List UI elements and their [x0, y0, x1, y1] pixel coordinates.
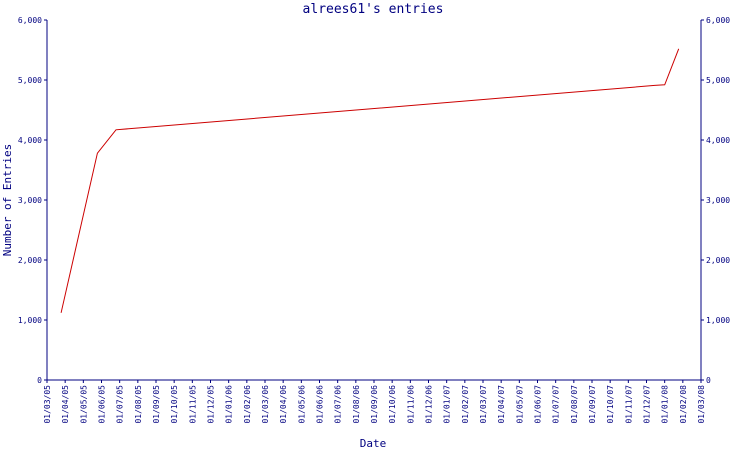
- x-tick-label: 01/07/07: [552, 385, 561, 424]
- y-tick-label-right: 1,000: [706, 316, 730, 325]
- axes: 0 0 1,000 1,000 2,000 2,000 3,000 3,000 4,000 4,0…: [18, 16, 730, 424]
- y-tick-label-left: 0: [37, 376, 42, 385]
- x-tick-label: 01/06/06: [316, 385, 325, 424]
- y-tick-label-left: 2,000: [18, 256, 42, 265]
- y-tick-label-right: 4,000: [706, 136, 730, 145]
- series-line: [60, 48, 680, 313]
- x-tick-label: 01/11/07: [624, 385, 633, 424]
- y-tick-label-left: 1,000: [18, 316, 42, 325]
- x-tick-label: 01/03/05: [43, 385, 52, 424]
- x-tick-label: 01/05/05: [79, 385, 88, 424]
- x-tick-label: 01/07/05: [116, 385, 125, 424]
- x-axis-label: Date: [360, 437, 387, 450]
- x-tick-label: 01/09/06: [370, 385, 379, 424]
- y-tick-label-left: 6,000: [18, 16, 42, 25]
- x-tick-label: 01/09/07: [588, 385, 597, 424]
- x-tick-label: 01/06/05: [98, 385, 107, 424]
- y-tick-label-right: 3,000: [706, 196, 730, 205]
- x-tick-label: 01/08/06: [352, 385, 361, 424]
- y-tick-label-left: 5,000: [18, 76, 42, 85]
- x-tick-label: 01/11/06: [406, 385, 415, 424]
- x-tick-label: 01/09/05: [152, 385, 161, 424]
- y-tick-label-right: 5,000: [706, 76, 730, 85]
- x-tick-label: 01/01/07: [443, 385, 452, 424]
- x-tick-label: 01/01/06: [225, 385, 234, 424]
- y-tick-label-left: 3,000: [18, 196, 42, 205]
- y-axis-label: Number of Entries: [1, 144, 14, 257]
- x-tick-label: 01/04/06: [279, 385, 288, 424]
- x-tick-label: 01/10/06: [388, 385, 397, 424]
- x-tick-label: 01/03/06: [261, 385, 270, 424]
- x-tick-label: 01/02/06: [243, 385, 252, 424]
- x-tick-label: 01/04/05: [61, 385, 70, 424]
- x-tick-label: 01/10/07: [606, 385, 615, 424]
- x-tick-label: 01/02/08: [679, 385, 688, 424]
- x-tick-label: 01/07/06: [334, 385, 343, 424]
- y-tick-label-right: 6,000: [706, 16, 730, 25]
- x-tick-label: 01/05/06: [297, 385, 306, 424]
- x-tick-label: 01/10/05: [170, 385, 179, 424]
- x-tick-label: 01/06/07: [534, 385, 543, 424]
- x-tick-label: 01/03/08: [697, 385, 706, 424]
- x-tick-label: 01/12/06: [425, 385, 434, 424]
- x-tick-label: 01/01/08: [661, 385, 670, 424]
- y-tick-label-left: 4,000: [18, 136, 42, 145]
- x-tick-label: 01/08/05: [134, 385, 143, 424]
- y-tick-label-right: 2,000: [706, 256, 730, 265]
- x-tick-label: 01/05/07: [515, 385, 524, 424]
- series-layer: [60, 48, 680, 313]
- x-tick-label: 01/11/05: [188, 385, 197, 424]
- x-tick-label: 01/04/07: [497, 385, 506, 424]
- chart-title: alrees61's entries: [303, 2, 444, 17]
- y-tick-label-right: 0: [706, 376, 711, 385]
- x-tick-label: 01/12/05: [207, 385, 216, 424]
- x-tick-label: 01/03/07: [479, 385, 488, 424]
- x-tick-label: 01/08/07: [570, 385, 579, 424]
- x-tick-label: 01/12/07: [643, 385, 652, 424]
- x-tick-label: 01/02/07: [461, 385, 470, 424]
